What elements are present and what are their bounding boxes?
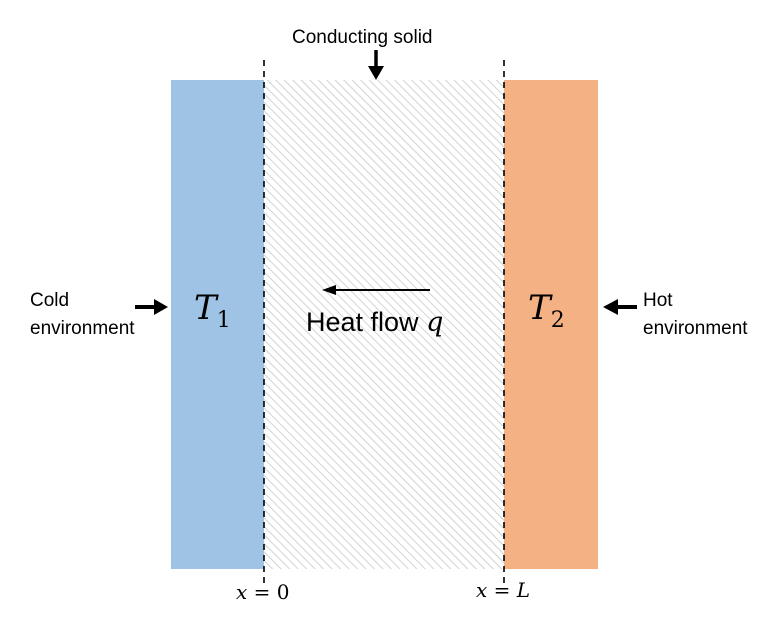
cold-region: [171, 80, 264, 569]
heat-flow-label: Heat flow q: [306, 307, 443, 338]
conducting-solid-region: [264, 80, 504, 569]
arrow-down-icon: [368, 50, 384, 80]
x0-value: 0: [276, 580, 290, 604]
xL-variable: x: [476, 578, 488, 602]
cold-label-line1: Cold: [30, 290, 70, 311]
t2-subscript: 2: [550, 308, 565, 333]
xL-equals: =: [487, 578, 517, 602]
x-equals-zero-label: x = 0: [236, 580, 290, 604]
cold-environment-label: Cold environment: [30, 287, 135, 343]
hot-region: [504, 80, 598, 569]
conducting-solid-label: Conducting solid: [292, 27, 433, 48]
hot-label-line2: environment: [643, 318, 748, 339]
hot-label-line1: Hot: [643, 290, 673, 311]
arrow-left-icon: [603, 299, 637, 315]
heat-flow-arrow-icon: [322, 285, 430, 295]
x0-equals: =: [247, 580, 277, 604]
t1-symbol: T: [194, 288, 217, 328]
heat-flow-text: Heat flow: [306, 307, 419, 337]
xL-value: L: [516, 578, 531, 602]
arrow-right-icon: [135, 299, 168, 315]
temperature-t2-label: T2: [528, 288, 565, 333]
x0-variable: x: [236, 580, 248, 604]
t2-symbol: T: [528, 288, 551, 328]
heat-flow-symbol: q: [426, 307, 444, 338]
temperature-t1-label: T1: [194, 288, 231, 333]
x-equals-l-label: x = L: [476, 578, 530, 602]
cold-label-line2: environment: [30, 318, 135, 339]
t1-subscript: 1: [216, 308, 231, 333]
hot-environment-label: Hot environment: [643, 287, 748, 343]
